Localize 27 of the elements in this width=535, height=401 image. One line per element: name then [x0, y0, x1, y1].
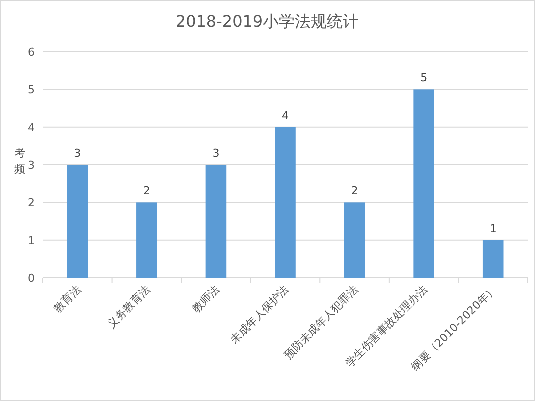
y-tick-label: 3 — [28, 159, 35, 172]
y-tick-label: 2 — [28, 196, 35, 210]
data-label: 4 — [282, 109, 289, 122]
x-tick-label: 义务教育法 — [104, 282, 154, 332]
data-label: 3 — [74, 147, 82, 160]
data-label: 5 — [420, 72, 428, 85]
bar — [414, 90, 434, 278]
x-tick-label: 未成年人保护法 — [228, 282, 292, 347]
y-tick-label: 5 — [28, 84, 35, 97]
y-tick-label: 4 — [28, 121, 35, 134]
y-tick-label: 1 — [28, 234, 35, 248]
bar — [344, 202, 366, 278]
data-label: 1 — [490, 222, 497, 236]
bar — [136, 202, 158, 278]
bar — [482, 240, 504, 278]
x-tick-label: 教师法 — [190, 282, 222, 316]
data-label: 2 — [351, 184, 358, 198]
bar — [67, 165, 88, 278]
x-tick-label: 教育法 — [51, 282, 84, 316]
bar — [275, 127, 296, 278]
data-label: 3 — [212, 147, 220, 160]
data-label: 2 — [143, 184, 150, 198]
y-tick-label: 0 — [28, 272, 35, 285]
y-tick-label: 6 — [28, 46, 35, 59]
y-axis-title: 考频 — [14, 147, 26, 176]
chart-title: 2018-2019小学法规统计 — [176, 12, 360, 31]
bar — [206, 165, 227, 278]
